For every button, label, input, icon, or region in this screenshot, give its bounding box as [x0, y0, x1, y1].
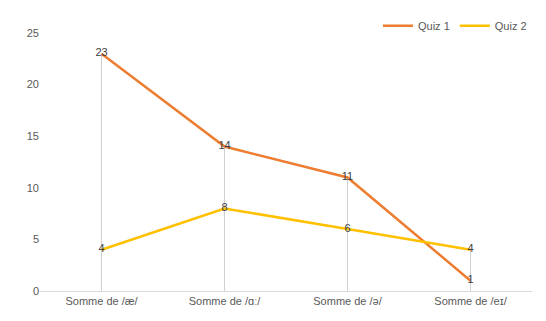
- svg-text:25: 25: [27, 27, 39, 39]
- svg-text:14: 14: [218, 139, 230, 151]
- svg-text:1: 1: [467, 273, 473, 285]
- svg-text:6: 6: [344, 222, 350, 234]
- svg-text:10: 10: [27, 182, 39, 194]
- svg-text:15: 15: [27, 130, 39, 142]
- svg-text:4: 4: [467, 242, 473, 254]
- svg-text:4: 4: [98, 242, 104, 254]
- svg-text:Somme de /eɪ/: Somme de /eɪ/: [434, 295, 507, 307]
- svg-text:5: 5: [33, 233, 39, 245]
- svg-text:8: 8: [221, 201, 227, 213]
- svg-text:Somme de /æ/: Somme de /æ/: [65, 295, 138, 307]
- svg-text:0: 0: [33, 285, 39, 297]
- svg-text:20: 20: [27, 78, 39, 90]
- svg-text:Quiz 2: Quiz 2: [495, 20, 527, 32]
- svg-text:Somme de /ə/: Somme de /ə/: [313, 295, 382, 307]
- svg-text:23: 23: [95, 46, 107, 58]
- svg-text:11: 11: [342, 170, 353, 182]
- svg-text:Quiz 1: Quiz 1: [418, 20, 450, 32]
- svg-text:Somme de /ɑː/: Somme de /ɑː/: [189, 295, 261, 307]
